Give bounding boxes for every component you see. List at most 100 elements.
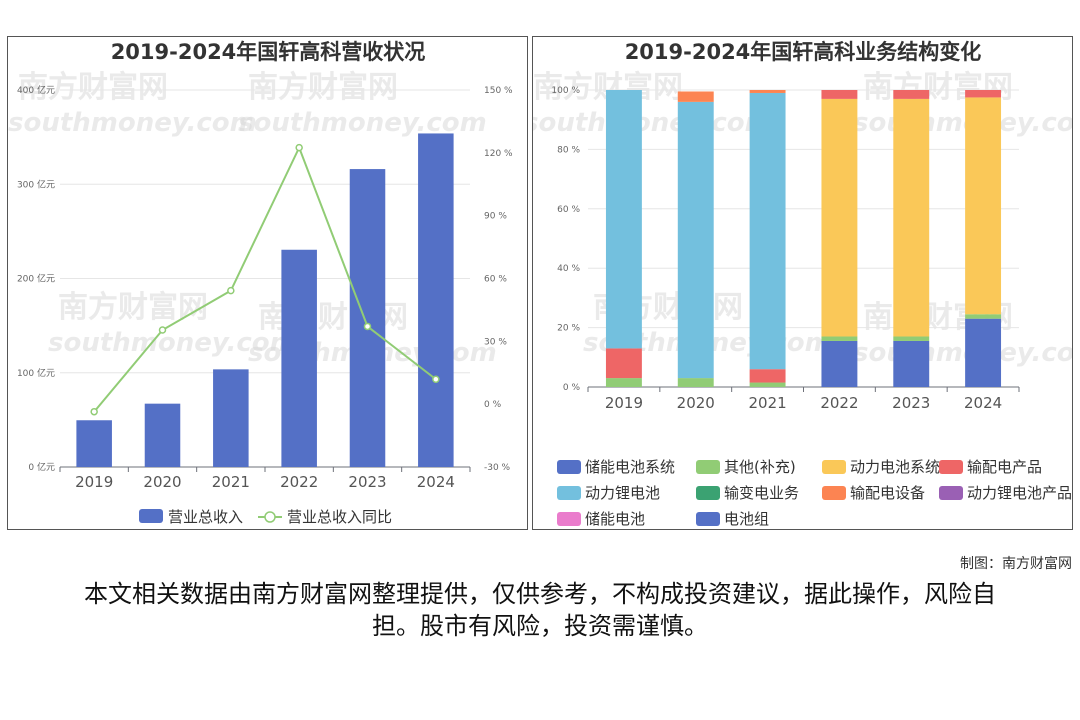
revenue-bar [76,420,112,467]
chart-title: 2019-2024年国轩高科业务结构变化 [625,40,982,64]
revenue-bar [144,403,181,467]
legend-swatch-revenue [139,509,163,523]
stack-segment [893,336,930,341]
stack-segment [821,98,858,337]
watermark-cn: 南方财富网 [18,70,168,105]
y-tick-label: 60 % [557,205,580,215]
stack-segment [965,314,1002,319]
legend-label: 电池组 [724,510,769,528]
legend-label: 动力锂电池产品 [967,484,1072,502]
stack-segment [893,98,930,337]
stack-segment [821,90,858,99]
structure-chart: 南方财富网southmoney.com南方财富网southmoney.com南方… [533,40,1073,528]
legend-swatch-yoy-marker [264,511,276,523]
watermark-en: southmoney.com [853,338,1073,368]
legend-label: 输变电业务 [724,484,799,502]
x-tick-label: 2021 [748,394,786,412]
stack-segment [749,90,786,93]
disclaimer-text: 本文相关数据由南方财富网整理提供，仅供参考，不构成投资建议，据此操作，风险自担。… [84,580,996,640]
stack-segment [677,378,714,387]
stack-segment [821,336,858,341]
legend-swatch [557,486,581,500]
chart-title: 2019-2024年国轩高科营收状况 [111,40,426,64]
y-right-tick-label: 90 % [484,212,507,222]
watermark-cn: 南方财富网 [58,290,208,325]
revenue-bar [349,169,386,467]
x-tick-label: 2023 [892,394,930,412]
x-tick-label: 2019 [75,473,113,491]
legend-label: 动力锂电池 [585,484,660,502]
stack-segment [965,90,1002,98]
stack-segment [749,92,786,370]
stack-segment [893,340,930,387]
legend-label: 储能电池系统 [585,458,675,476]
y-right-tick-label: 60 % [484,275,507,285]
y-left-tick-label: 0 亿元 [28,461,55,473]
x-tick-label: 2019 [605,394,643,412]
y-right-tick-label: 30 % [484,337,507,347]
legend-swatch [696,512,720,526]
revenue-chart: 南方财富网southmoney.com南方财富网southmoney.com南方… [8,40,513,526]
y-tick-label: 0 % [563,383,581,393]
x-tick-label: 2022 [280,473,318,491]
x-tick-label: 2023 [348,473,386,491]
stack-segment [965,318,1002,387]
y-right-tick-label: -30 % [484,463,511,473]
stack-segment [677,91,714,102]
x-tick-label: 2020 [143,473,181,491]
stack-segment [749,382,786,387]
watermark-cn: 南方财富网 [248,70,398,105]
legend-swatch [696,460,720,474]
yoy-point [363,322,372,331]
stack-segment [821,340,858,387]
yoy-point [432,375,440,383]
revenue-bar [281,249,317,467]
x-tick-label: 2020 [677,394,715,412]
y-tick-label: 40 % [557,264,580,274]
stack-segment [893,90,930,99]
structure-chart-panel: 南方财富网southmoney.com南方财富网southmoney.com南方… [532,36,1073,530]
legend-label-revenue: 营业总收入 [168,508,243,526]
revenue-bar [418,133,454,467]
y-left-tick-label: 100 亿元 [17,367,55,379]
watermark-en: southmoney.com [8,108,257,138]
legend-swatch [822,486,846,500]
y-left-tick-label: 400 亿元 [17,84,55,96]
legend-label: 其他(补充) [724,458,796,476]
legend-swatch [557,460,581,474]
x-tick-label: 2021 [212,473,250,491]
stack-segment [965,97,1002,315]
legend-swatch [939,460,963,474]
y-tick-label: 80 % [557,145,580,155]
legend-swatch [822,460,846,474]
watermark-en: southmoney.com [533,108,772,138]
yoy-line [93,145,437,413]
yoy-point [158,326,167,334]
legend-swatch [939,486,963,500]
yoy-point [90,407,98,416]
chart-credit: 制图：南方财富网 [960,556,1072,572]
stack-segment [605,378,642,387]
y-right-tick-label: 0 % [484,400,502,410]
revenue-chart-panel: 南方财富网 southmoney.com 南方财富网 southmoney.com 南方… [7,36,528,530]
stack-segment [605,90,642,349]
y-right-tick-label: 150 % [484,86,513,96]
x-tick-label: 2024 [417,473,455,491]
stack-segment [677,101,714,379]
legend-label: 动力电池系统 [850,458,940,476]
y-left-tick-label: 300 亿元 [17,178,55,190]
legend-label-yoy: 营业总收入同比 [287,508,392,526]
legend-label: 储能电池 [585,510,645,528]
y-left-tick-label: 200 亿元 [17,273,55,285]
yoy-point [227,286,235,295]
y-right-tick-label: 120 % [484,149,513,159]
revenue-bar [213,369,249,467]
stack-segment [749,369,786,383]
watermark-en: southmoney.com [48,328,297,358]
legend-label: 输配电设备 [850,484,925,502]
x-tick-label: 2022 [820,394,858,412]
watermark-cn: 南方财富网 [258,300,408,335]
yoy-point [295,143,303,152]
legend-label: 输配电产品 [967,458,1042,476]
x-tick-label: 2024 [964,394,1002,412]
